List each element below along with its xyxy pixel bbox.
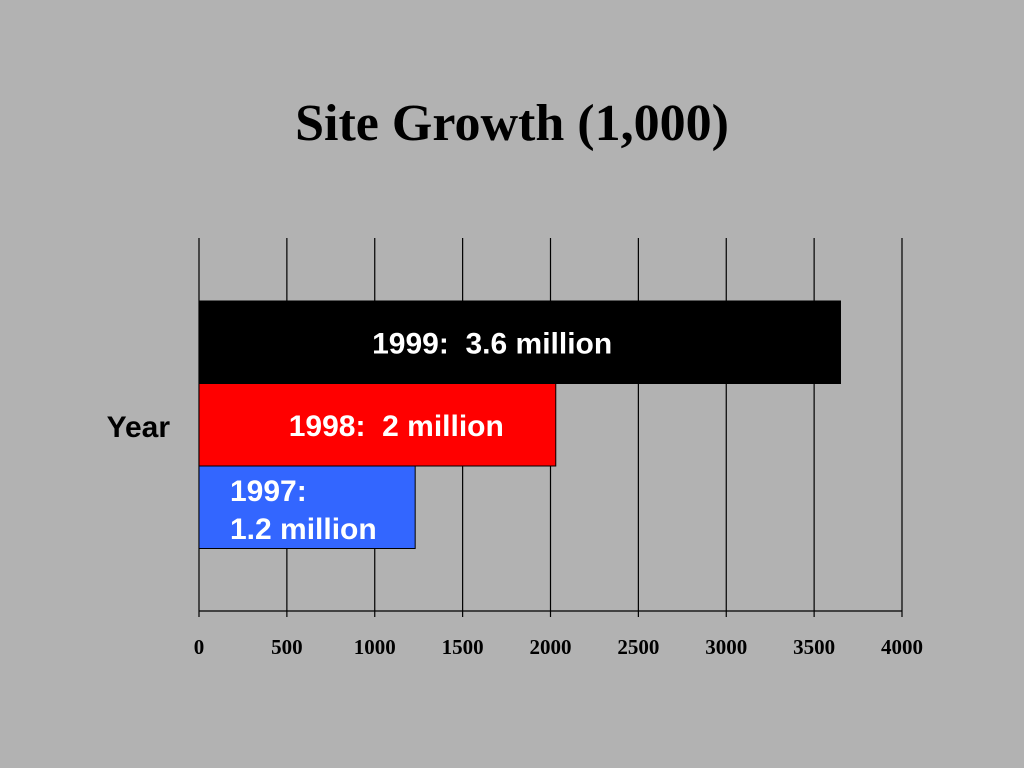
x-tick-label: 500 (271, 635, 303, 659)
bar-label-1997: 1997: 1.2 million (230, 475, 377, 546)
x-tick-label: 1000 (354, 635, 396, 659)
chart-title: Site Growth (1,000) (295, 95, 729, 152)
x-tick-label: 3500 (793, 635, 835, 659)
x-tick-label: 3000 (705, 635, 747, 659)
bar-label-1998: 1998: 2 million (289, 410, 504, 443)
x-tick-label: 0 (194, 635, 205, 659)
y-axis-label: Year (107, 411, 171, 444)
bar-label-line: 1.2 million (230, 513, 377, 546)
x-tick-label: 2500 (617, 635, 659, 659)
bar-1997 (198, 465, 416, 549)
bar-label-1999: 1999: 3.6 million (372, 327, 612, 360)
x-tick-label: 2000 (530, 635, 572, 659)
bar-label-line: 1997: (230, 475, 307, 508)
x-tick-label: 4000 (881, 635, 923, 659)
x-tick-label: 1500 (442, 635, 484, 659)
